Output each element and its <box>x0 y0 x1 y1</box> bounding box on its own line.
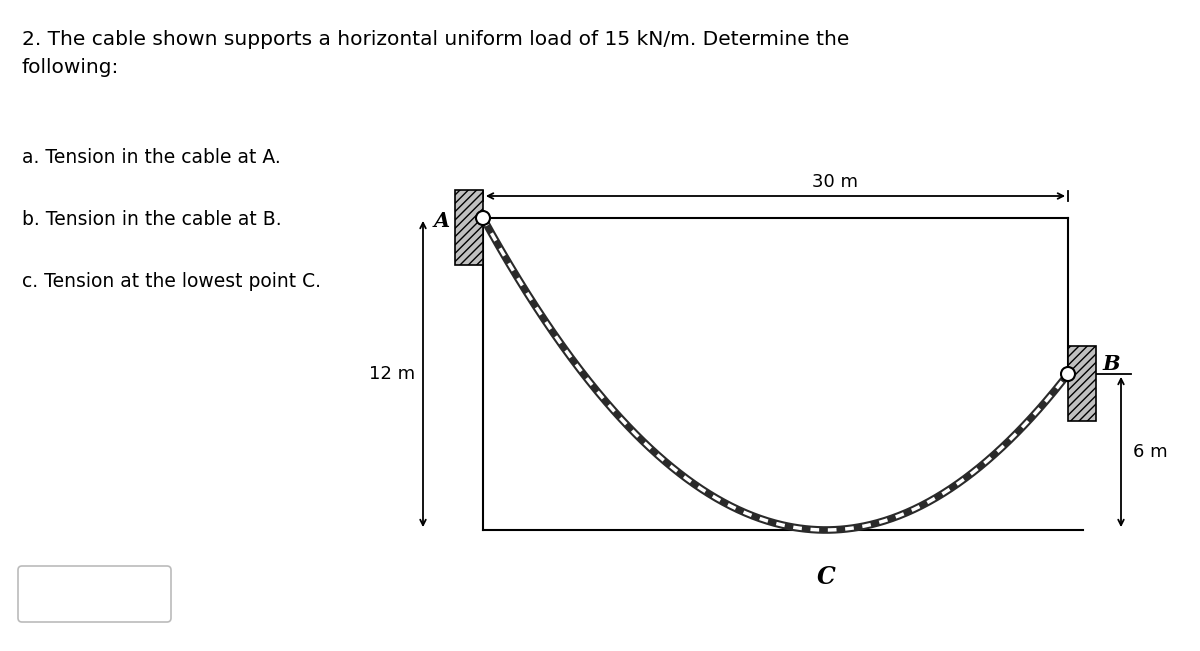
Bar <box>455 189 482 264</box>
Text: 6 m: 6 m <box>1133 443 1168 461</box>
Circle shape <box>1061 367 1075 381</box>
Bar <box>1068 346 1096 421</box>
Text: b. Tension in the cable at B.: b. Tension in the cable at B. <box>22 210 282 229</box>
Text: 30 m: 30 m <box>812 173 858 191</box>
Text: 2. The cable shown supports a horizontal uniform load of 15 kN/m. Determine the: 2. The cable shown supports a horizontal… <box>22 30 850 49</box>
Text: C: C <box>816 565 835 589</box>
Text: B: B <box>1102 354 1120 374</box>
Text: ↑  Add file: ↑ Add file <box>42 585 148 603</box>
Text: following:: following: <box>22 58 119 77</box>
Circle shape <box>476 211 490 225</box>
Text: 12 m: 12 m <box>368 365 415 383</box>
Text: a. Tension in the cable at A.: a. Tension in the cable at A. <box>22 148 281 167</box>
Text: c. Tension at the lowest point C.: c. Tension at the lowest point C. <box>22 272 322 291</box>
Text: A: A <box>433 211 450 231</box>
FancyBboxPatch shape <box>18 566 172 622</box>
